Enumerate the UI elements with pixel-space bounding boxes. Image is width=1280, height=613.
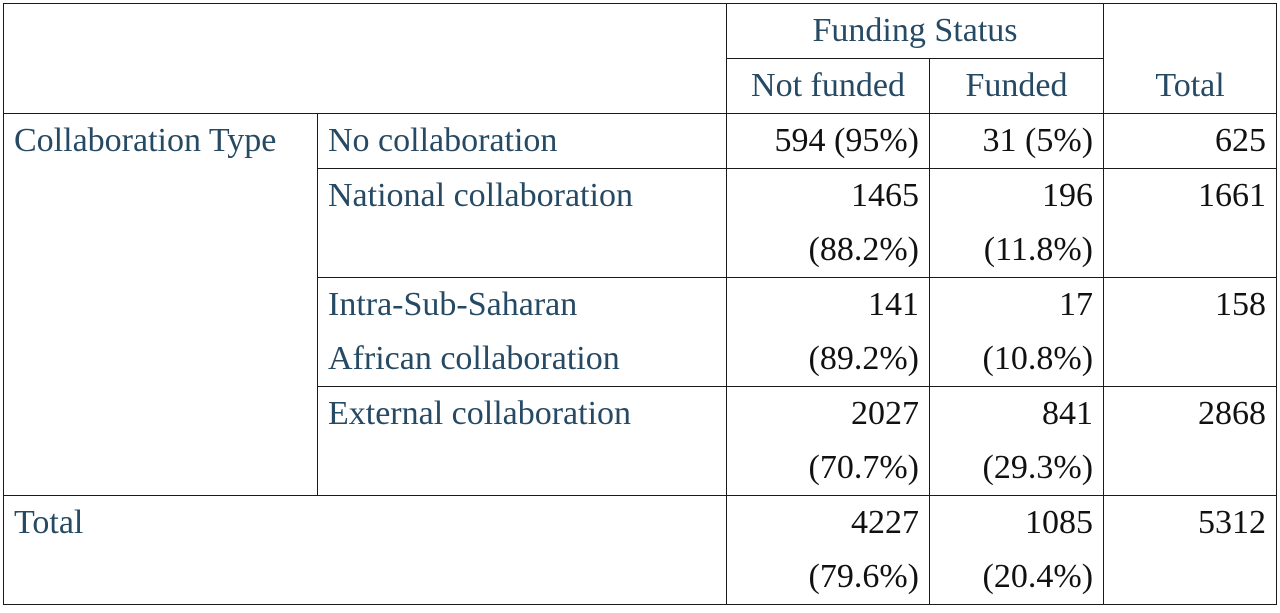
- header-blank-left: [3, 3, 318, 59]
- header-funding-status: Funding Status: [725, 3, 1105, 59]
- cell-funded: 17 (10.8%): [928, 277, 1105, 387]
- cell-total: 2868: [1103, 386, 1278, 496]
- table-row: Collaboration Type No collaboration 594 …: [3, 113, 1278, 496]
- cell-funded: 196 (11.8%): [928, 168, 1105, 278]
- funding-crosstab-table: Funding Status Total Not funded Funded C…: [3, 3, 1278, 605]
- cell-not-funded: 141 (89.2%): [726, 277, 930, 387]
- row-group-label: Collaboration Type: [3, 113, 318, 496]
- cell-total-not-funded: 4227 (79.6%): [726, 495, 930, 605]
- header-blank-middle-2: [317, 58, 727, 114]
- total-row-label: Total: [3, 495, 727, 605]
- cell-not-funded: 1465 (88.2%): [726, 168, 930, 278]
- cell-funded: 841 (29.3%): [928, 386, 1105, 496]
- row-label: No collaboration: [317, 113, 727, 169]
- table-row: National collaboration 1465 (88.2%) 196 …: [4, 168, 1278, 278]
- header-funded: Funded: [928, 58, 1105, 114]
- row-label: Intra-Sub-Saharan African collaboration: [317, 277, 727, 387]
- header-blank-middle: [317, 3, 727, 59]
- row-label: National collaboration: [317, 168, 727, 278]
- cell-grand-total: 5312: [1103, 495, 1278, 605]
- header-not-funded: Not funded: [726, 58, 930, 114]
- table-row: Intra-Sub-Saharan African collaboration …: [4, 277, 1278, 387]
- cell-total-funded: 1085 (20.4%): [928, 495, 1105, 605]
- cell-not-funded: 2027 (70.7%): [726, 386, 930, 496]
- header-row-2: Not funded Funded: [3, 58, 1277, 114]
- cell-not-funded: 594 (95%): [726, 113, 930, 169]
- cell-total: 1661: [1103, 168, 1278, 278]
- total-row: Total 4227 (79.6%) 1085 (20.4%) 5312: [3, 495, 1278, 605]
- header-total: Total: [1103, 3, 1278, 114]
- cell-total: 625: [1103, 113, 1278, 169]
- cell-funded: 31 (5%): [928, 113, 1105, 169]
- header-blank-left-2: [3, 58, 318, 114]
- header-row-1: Funding Status Total: [3, 3, 1278, 114]
- row-label: External collaboration: [317, 386, 727, 496]
- cell-total: 158: [1103, 277, 1278, 387]
